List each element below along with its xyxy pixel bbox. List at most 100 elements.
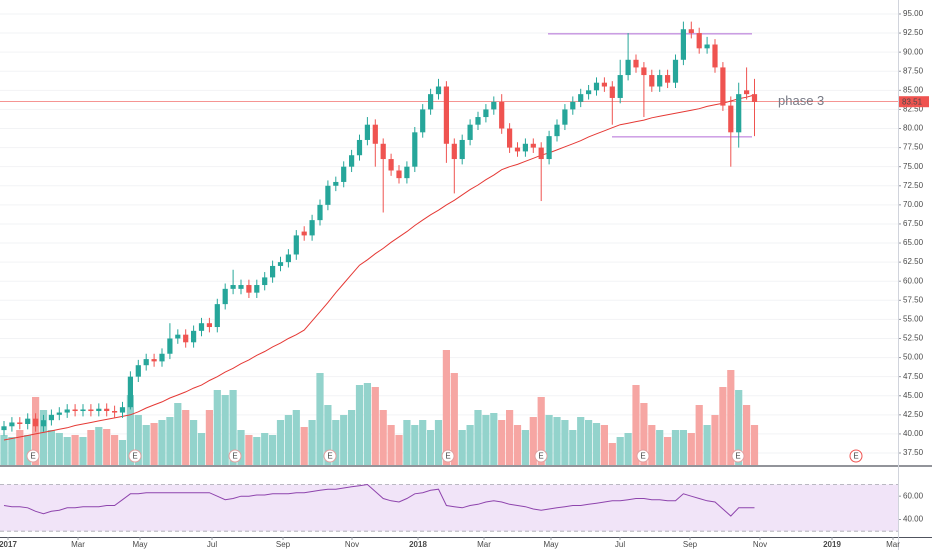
candle-body [119, 407, 126, 413]
candle-body [546, 136, 552, 160]
y-tick-label: 37.50 [903, 448, 924, 457]
candle-body [625, 59, 631, 76]
volume-bar [276, 420, 285, 465]
volume-bar [126, 395, 134, 465]
candle-body [554, 124, 560, 137]
volume-bar [727, 370, 735, 465]
candle-body [277, 262, 284, 266]
candle-body [17, 422, 23, 424]
volume-bar [545, 415, 553, 465]
candle-body [333, 181, 339, 186]
candle-body [483, 109, 489, 118]
candle-body [530, 143, 536, 148]
volume-bar [332, 420, 340, 465]
candle-body [672, 59, 679, 83]
candle-body [522, 143, 528, 152]
candle-body [285, 254, 291, 263]
earnings-label: E [232, 452, 237, 461]
candle-body [96, 408, 102, 412]
volume-bar [0, 435, 8, 465]
candle-body [183, 334, 189, 343]
volume-bar [387, 425, 395, 465]
volume-bar [158, 420, 166, 465]
earnings-marker [26, 449, 40, 463]
candle-body [112, 411, 118, 413]
volume-bar [111, 435, 119, 465]
y-tick-label: 47.50 [903, 372, 924, 381]
volume-bar [632, 385, 640, 465]
volume-bar [695, 405, 703, 465]
rsi-band [0, 484, 898, 532]
annotation: phase 3 [778, 93, 824, 108]
x-tick-label: May [543, 540, 558, 549]
earnings-label: E [735, 452, 740, 461]
candle-body [514, 147, 521, 152]
x-tick-label: 2019 [823, 540, 841, 549]
volume-bar [482, 415, 490, 465]
y-tick-label: 65.00 [903, 238, 924, 247]
earnings-marker [228, 449, 242, 463]
volume-bar [648, 425, 656, 465]
volume-bar [316, 373, 324, 465]
volume-bar [174, 403, 182, 465]
y-tick-label: 62.50 [903, 257, 924, 266]
y-tick-label: 80.00 [903, 124, 924, 133]
volume-bar [340, 415, 348, 465]
volume-bar [553, 417, 561, 465]
candle-body [562, 109, 568, 125]
x-tick-label: 2018 [409, 540, 427, 549]
candle-body [341, 166, 347, 182]
volume-bar [39, 410, 48, 465]
y-tick-label: 77.50 [903, 143, 924, 152]
volume-bar [743, 405, 751, 465]
volume-bar [474, 410, 482, 465]
volume-bar [371, 387, 379, 465]
volume-bar [182, 410, 190, 465]
volume-bar [197, 433, 206, 465]
y-tick-label: 70.00 [903, 200, 924, 209]
x-tick-label: Sep [683, 540, 698, 549]
candle-body [601, 82, 607, 87]
volume-bar [711, 415, 719, 465]
candle-body [9, 422, 15, 427]
rsi-line [3, 483, 755, 517]
volume-bar [292, 410, 300, 465]
candle-body [1, 426, 7, 431]
candle-body [309, 220, 315, 236]
earnings-marker [441, 449, 455, 463]
candle-body [238, 285, 244, 289]
candle-body [641, 67, 647, 76]
candle-body [48, 414, 54, 421]
candle-body [451, 143, 457, 160]
candle-body [198, 323, 205, 331]
earnings-label: E [640, 452, 645, 461]
x-tick-label: Nov [753, 540, 767, 549]
volume-bar [513, 425, 522, 465]
volume-bar [719, 387, 727, 465]
y-tick-label: 42.50 [903, 410, 924, 419]
y-tick-label: 45.00 [903, 391, 924, 400]
volume-bar [190, 420, 198, 465]
candle-body [317, 204, 323, 221]
volume-bar [79, 437, 87, 465]
candle-body [720, 67, 726, 106]
volume-bar [569, 430, 577, 465]
volume-bar [47, 430, 55, 465]
earnings-label: E [132, 452, 137, 461]
candle-body [325, 185, 331, 205]
volume-bar [577, 417, 585, 465]
y-tick-label: 72.50 [903, 181, 924, 190]
candle-body [593, 82, 600, 91]
candle-body [491, 101, 497, 110]
y-tick-label: 57.50 [903, 295, 924, 304]
candle-body [649, 75, 655, 87]
candle-body [293, 235, 299, 255]
volume-bar [592, 423, 601, 465]
candle-body [301, 231, 307, 236]
candle-body [570, 101, 576, 110]
candle-body [206, 323, 212, 328]
y-tick-label: 60.00 [903, 276, 924, 285]
candle-body [270, 265, 276, 278]
volume-bar [8, 437, 16, 465]
